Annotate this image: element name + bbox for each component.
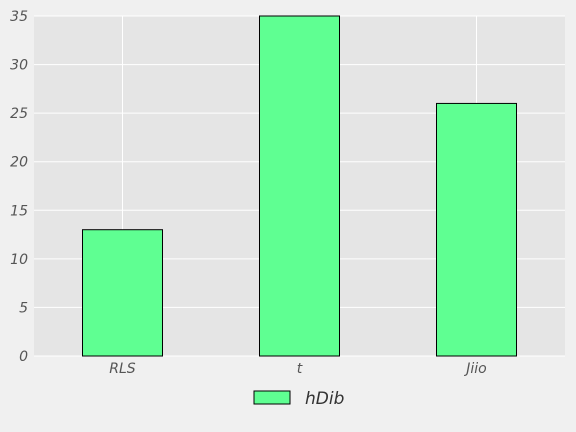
x-tick-label: RLS	[109, 361, 136, 377]
y-tick-label: 20	[10, 155, 28, 171]
y-tick-label: 30	[10, 58, 28, 74]
x-axis-ticks: RLS t Jiio	[109, 361, 486, 377]
x-tick-label: t	[297, 361, 303, 377]
legend: hDib	[253, 389, 344, 409]
y-tick-label: 5	[19, 300, 28, 316]
legend-swatch	[253, 390, 291, 405]
y-tick-label: 0	[19, 349, 28, 365]
x-tick-label: Jiio	[463, 361, 486, 377]
bar-jiio	[436, 102, 517, 357]
bars	[82, 15, 517, 357]
y-tick-label: 35	[10, 9, 28, 25]
y-tick-label: 10	[10, 252, 28, 268]
y-tick-label: 15	[10, 203, 28, 219]
bar-rls	[82, 229, 163, 357]
y-tick-label: 25	[10, 106, 28, 122]
legend-label: hDib	[305, 389, 344, 409]
bar-t	[259, 15, 340, 357]
y-axis-ticks: 0 5 10 15 20 25 30 35	[10, 9, 28, 365]
